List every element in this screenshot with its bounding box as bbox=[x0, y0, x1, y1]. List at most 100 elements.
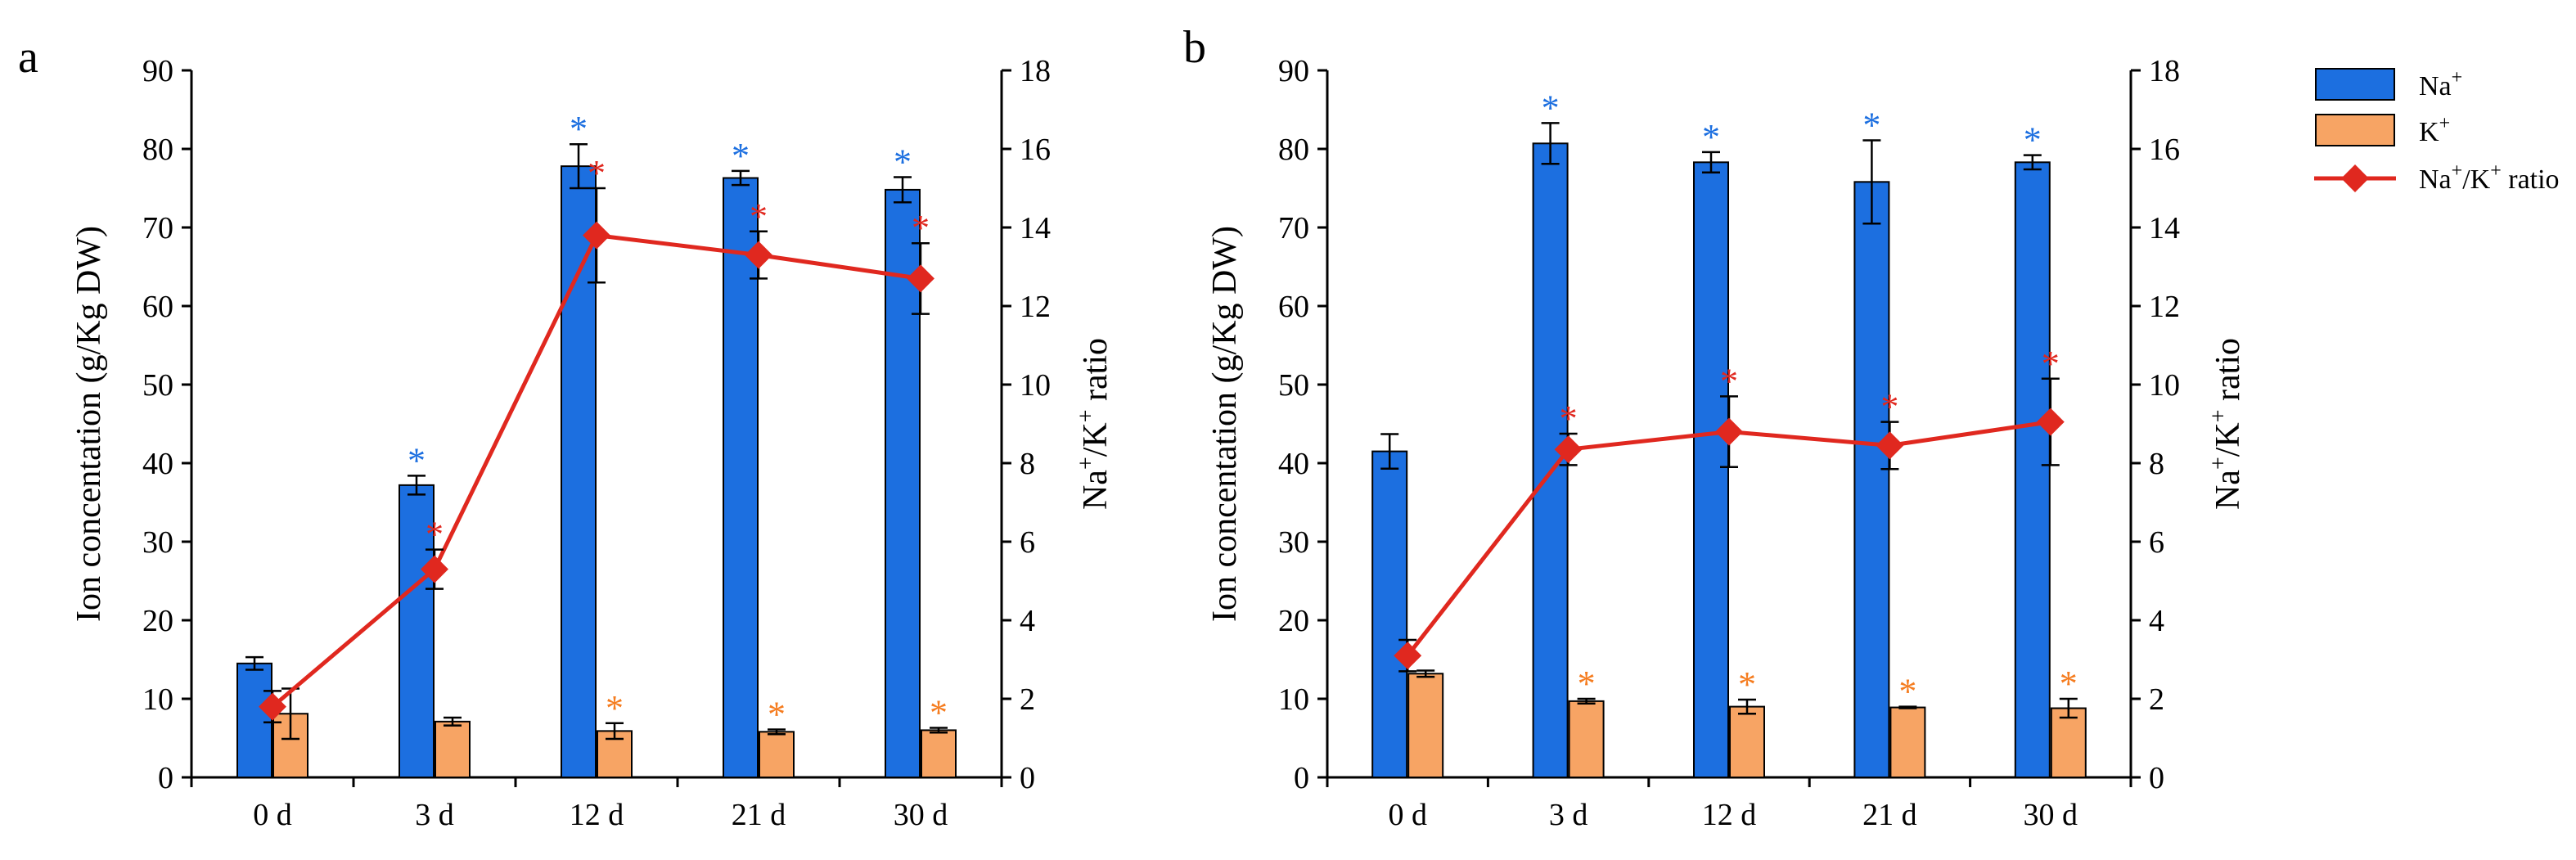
right-tick-label: 16 bbox=[1020, 133, 1051, 167]
left-tick-label: 90 bbox=[1278, 54, 1309, 88]
x-tick-label: 30 d bbox=[2024, 798, 2078, 832]
na-bar bbox=[1371, 450, 1408, 778]
left-tick-label: 20 bbox=[142, 604, 173, 638]
legend-swatch-na bbox=[2315, 68, 2395, 101]
na-significance-star: * bbox=[1862, 105, 1880, 145]
right-tick-label: 14 bbox=[1020, 211, 1051, 245]
ratio-point-marker bbox=[907, 264, 934, 293]
left-tick-label: 70 bbox=[1278, 211, 1309, 245]
y2-axis-label: Na+/K+ ratio bbox=[2206, 338, 2247, 510]
na-significance-star: * bbox=[2024, 120, 2042, 160]
na-significance-star: * bbox=[732, 136, 750, 176]
right-tick-label: 18 bbox=[2149, 54, 2180, 88]
na-bar bbox=[2014, 161, 2051, 778]
k-significance-star: * bbox=[768, 694, 786, 734]
left-tick-label: 20 bbox=[1278, 604, 1309, 638]
ratio-significance-star: * bbox=[2042, 344, 2060, 384]
right-tick-label: 16 bbox=[2149, 133, 2180, 167]
na-significance-star: * bbox=[894, 142, 912, 182]
right-tick-label: 4 bbox=[2149, 604, 2164, 638]
legend: Na+ K+ Na+/K+ ratio bbox=[2314, 67, 2560, 195]
right-tick-label: 0 bbox=[1020, 761, 1035, 795]
left-tick-label: 0 bbox=[1294, 761, 1309, 795]
legend-marker-ratio bbox=[2341, 164, 2369, 192]
na-significance-star: * bbox=[408, 440, 426, 480]
right-tick-label: 8 bbox=[1020, 447, 1035, 481]
na-bar bbox=[561, 165, 597, 778]
k-bar bbox=[1729, 705, 1765, 778]
k-bar bbox=[1568, 700, 1605, 779]
left-tick-label: 60 bbox=[142, 290, 173, 324]
right-tick-label: 8 bbox=[2149, 447, 2164, 481]
right-tick-label: 6 bbox=[1020, 525, 1035, 560]
left-tick-label: 10 bbox=[1278, 682, 1309, 717]
ratio-point-marker bbox=[745, 241, 772, 269]
y-axis-label: Ion concentation (g/Kg DW) bbox=[1206, 226, 1244, 622]
y-axis-label: Ion concentation (g/Kg DW) bbox=[70, 226, 108, 622]
k-bar bbox=[1407, 673, 1444, 779]
left-tick-label: 80 bbox=[1278, 133, 1309, 167]
na-bar bbox=[885, 188, 921, 779]
panel-label-a: a bbox=[18, 32, 38, 83]
k-bar bbox=[2050, 707, 2087, 779]
legend-label-k: K+ bbox=[2419, 113, 2450, 147]
left-tick-label: 60 bbox=[1278, 290, 1309, 324]
ratio-point-marker bbox=[1394, 642, 1422, 670]
right-tick-label: 0 bbox=[2149, 761, 2164, 795]
ratio-significance-star: * bbox=[426, 515, 444, 555]
x-tick-label: 30 d bbox=[894, 798, 948, 832]
right-tick-label: 14 bbox=[2149, 211, 2180, 245]
left-tick-label: 80 bbox=[142, 133, 173, 167]
legend-label-na: Na+ bbox=[2419, 67, 2462, 101]
na-bar bbox=[1532, 142, 1569, 778]
na-bar bbox=[1693, 161, 1729, 778]
k-significance-star: * bbox=[1578, 664, 1596, 704]
right-tick-label: 6 bbox=[2149, 525, 2164, 560]
chart-panel-b: 0 10 20 30 40 50 60 70 80 90 0 2 4 6 8 10 12 14 16 18 0 d 3 d… bbox=[1206, 54, 2247, 832]
x-tick-label: 12 d bbox=[1702, 798, 1757, 832]
right-tick-label: 2 bbox=[1020, 682, 1035, 717]
panel-label-b: b bbox=[1183, 22, 1206, 73]
k-significance-star: * bbox=[1738, 664, 1756, 705]
ratio-point-marker bbox=[583, 221, 610, 250]
k-bar bbox=[435, 720, 471, 779]
left-tick-label: 0 bbox=[158, 761, 173, 795]
na-bar bbox=[1853, 181, 1890, 778]
na-significance-star: * bbox=[1702, 117, 1720, 157]
k-bar bbox=[1889, 706, 1926, 778]
left-tick-label: 30 bbox=[1278, 525, 1309, 560]
legend-label-ratio: Na+/K+ ratio bbox=[2419, 160, 2560, 195]
left-tick-label: 10 bbox=[142, 682, 173, 717]
k-bar bbox=[921, 729, 957, 779]
ratio-significance-star: * bbox=[750, 196, 768, 236]
left-tick-label: 70 bbox=[142, 211, 173, 245]
x-tick-label: 3 d bbox=[415, 798, 454, 832]
k-significance-star: * bbox=[606, 688, 624, 728]
na-bar bbox=[236, 662, 272, 778]
left-tick-label: 40 bbox=[142, 447, 173, 481]
right-tick-label: 12 bbox=[2149, 290, 2180, 324]
right-tick-label: 18 bbox=[1020, 54, 1051, 88]
left-tick-label: 40 bbox=[1278, 447, 1309, 481]
k-bar bbox=[759, 731, 795, 779]
right-tick-label: 10 bbox=[1020, 368, 1051, 403]
ratio-significance-star: * bbox=[1560, 398, 1578, 439]
k-significance-star: * bbox=[930, 693, 948, 733]
left-tick-label: 90 bbox=[142, 54, 173, 88]
legend-swatch-k bbox=[2315, 114, 2395, 146]
right-tick-label: 2 bbox=[2149, 682, 2164, 717]
chart-panel-a: 0 10 20 30 40 50 60 70 80 90 0 2 4 6 8 10 12 14 16 18 0 d 3 d… bbox=[70, 54, 1115, 832]
na-significance-star: * bbox=[570, 109, 588, 149]
x-tick-label: 0 d bbox=[253, 798, 292, 832]
x-tick-label: 0 d bbox=[1388, 798, 1427, 832]
left-tick-label: 30 bbox=[142, 525, 173, 560]
right-tick-label: 12 bbox=[1020, 290, 1051, 324]
ratio-significance-star: * bbox=[1880, 387, 1898, 427]
na-bar bbox=[723, 177, 759, 778]
left-tick-label: 50 bbox=[142, 368, 173, 403]
y2-axis-label: Na+/K+ ratio bbox=[1074, 338, 1115, 510]
ratio-significance-star: * bbox=[1720, 361, 1738, 401]
k-significance-star: * bbox=[2060, 664, 2078, 704]
ratio-point-marker bbox=[421, 555, 448, 583]
right-tick-label: 10 bbox=[2149, 368, 2180, 403]
